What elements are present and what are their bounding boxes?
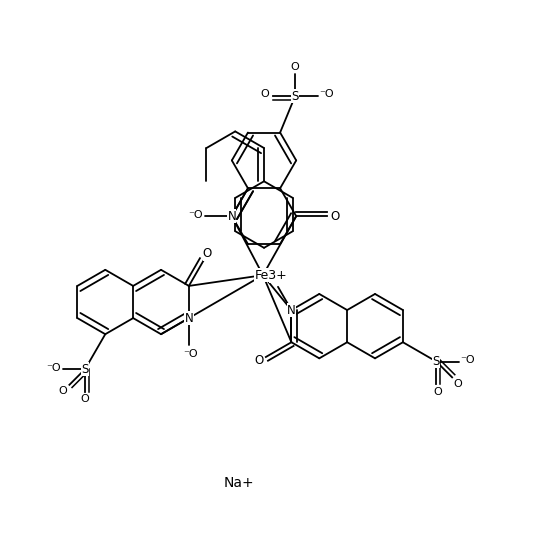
Text: N: N bbox=[184, 312, 193, 325]
Text: O: O bbox=[330, 210, 339, 223]
Text: ⁻O: ⁻O bbox=[319, 89, 334, 99]
Text: O: O bbox=[453, 379, 462, 389]
Text: S: S bbox=[292, 89, 299, 102]
Text: O: O bbox=[59, 386, 67, 396]
Text: O: O bbox=[255, 354, 264, 367]
Text: O: O bbox=[433, 387, 442, 397]
Text: ⁻O: ⁻O bbox=[461, 355, 475, 366]
Text: ⁻O: ⁻O bbox=[269, 273, 283, 283]
Text: Na+: Na+ bbox=[223, 476, 254, 490]
Text: O: O bbox=[203, 247, 212, 261]
Text: O: O bbox=[81, 394, 89, 404]
Text: ⁻O: ⁻O bbox=[183, 348, 198, 359]
Text: O: O bbox=[260, 89, 269, 99]
Text: N: N bbox=[287, 304, 296, 317]
Text: O: O bbox=[291, 62, 300, 71]
Text: N: N bbox=[228, 210, 236, 223]
Text: S: S bbox=[433, 355, 440, 368]
Text: Fe3+: Fe3+ bbox=[255, 269, 287, 282]
Text: ⁻O: ⁻O bbox=[46, 363, 61, 373]
Text: S: S bbox=[81, 362, 89, 376]
Text: ⁻O: ⁻O bbox=[188, 210, 203, 220]
